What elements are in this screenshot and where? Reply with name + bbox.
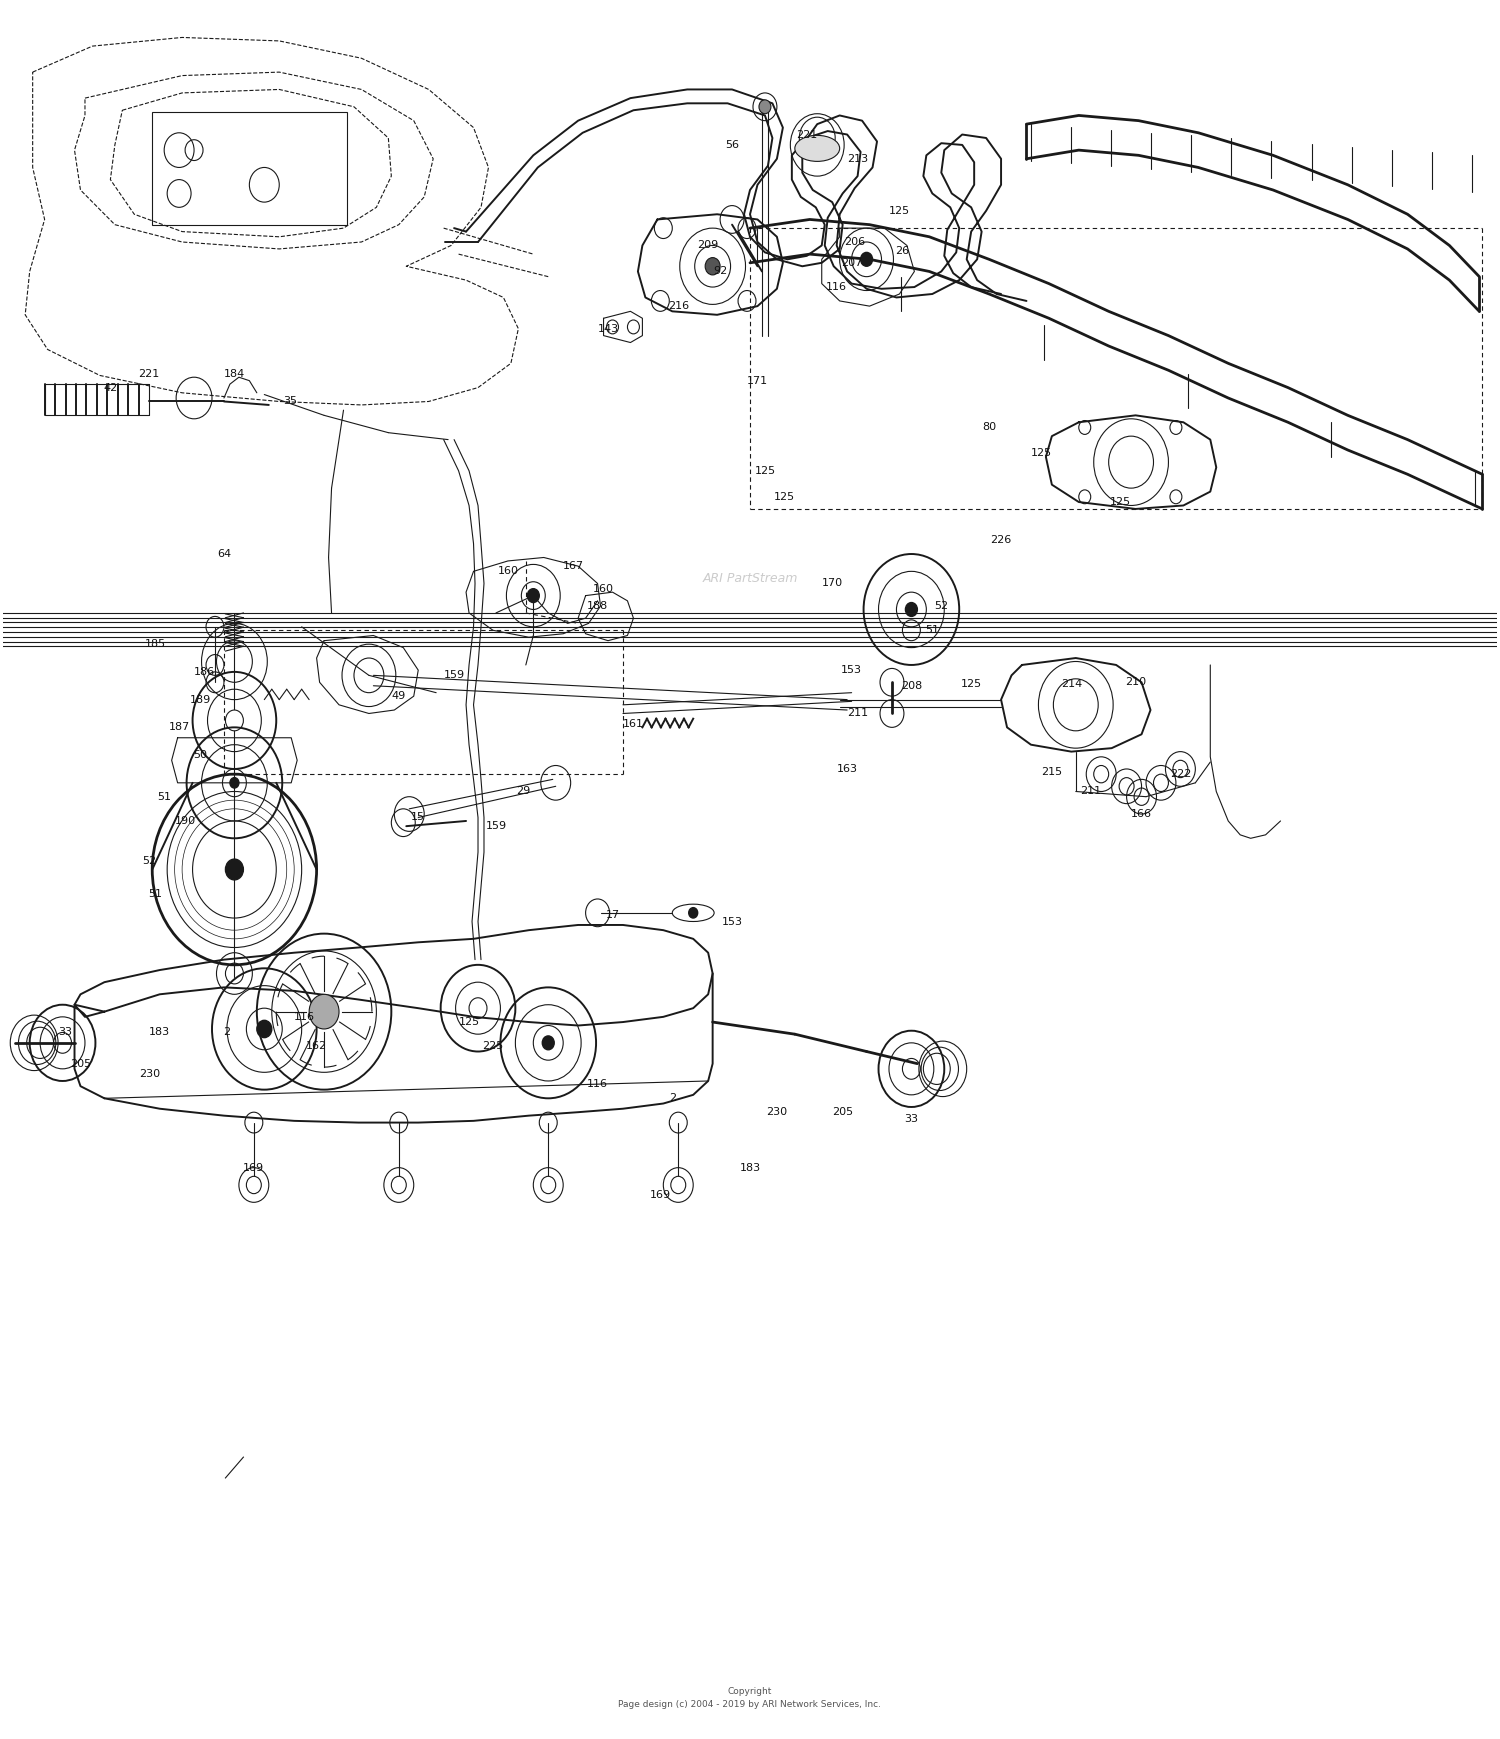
Text: 221: 221 xyxy=(796,129,818,139)
Text: 205: 205 xyxy=(70,1059,92,1069)
Text: 2: 2 xyxy=(669,1094,676,1103)
Text: 169: 169 xyxy=(650,1191,670,1200)
Text: 125: 125 xyxy=(754,466,776,476)
Text: 51: 51 xyxy=(148,889,162,899)
Text: 160: 160 xyxy=(592,584,613,593)
Text: 213: 213 xyxy=(847,153,868,163)
Text: 35: 35 xyxy=(282,396,297,407)
Text: 42: 42 xyxy=(104,383,117,393)
Circle shape xyxy=(542,1176,555,1193)
Text: 17: 17 xyxy=(606,909,619,920)
Text: 159: 159 xyxy=(444,670,465,680)
Text: 116: 116 xyxy=(827,282,848,292)
Text: 209: 209 xyxy=(698,240,718,250)
Ellipse shape xyxy=(795,136,840,162)
Text: 50: 50 xyxy=(194,750,207,760)
Text: 171: 171 xyxy=(747,376,768,386)
Circle shape xyxy=(230,777,238,788)
Text: 208: 208 xyxy=(902,680,922,690)
Text: 211: 211 xyxy=(847,708,868,718)
Text: 230: 230 xyxy=(766,1108,788,1116)
Text: 125: 125 xyxy=(1030,449,1051,459)
Circle shape xyxy=(246,1176,261,1193)
Text: 214: 214 xyxy=(1060,678,1082,689)
Text: 51: 51 xyxy=(926,626,939,635)
Circle shape xyxy=(528,590,540,602)
Text: ARI PartStream: ARI PartStream xyxy=(702,572,798,584)
Text: 56: 56 xyxy=(724,139,740,150)
Text: 161: 161 xyxy=(622,718,644,729)
Circle shape xyxy=(392,1176,406,1193)
Text: 2: 2 xyxy=(224,1028,231,1038)
Text: 187: 187 xyxy=(168,722,189,732)
Text: 166: 166 xyxy=(1131,809,1152,819)
Circle shape xyxy=(705,257,720,275)
Text: 230: 230 xyxy=(138,1069,160,1078)
Text: 52: 52 xyxy=(142,856,156,866)
Text: 116: 116 xyxy=(586,1080,608,1089)
Text: 183: 183 xyxy=(148,1028,171,1038)
Circle shape xyxy=(225,859,243,880)
Text: 183: 183 xyxy=(740,1163,760,1172)
Text: 188: 188 xyxy=(586,602,608,610)
Text: 15: 15 xyxy=(411,812,424,823)
Circle shape xyxy=(256,1021,272,1038)
Text: 190: 190 xyxy=(174,816,195,826)
Circle shape xyxy=(309,995,339,1029)
Text: 125: 125 xyxy=(774,492,795,503)
Text: 167: 167 xyxy=(562,562,584,570)
Text: 92: 92 xyxy=(712,266,728,277)
Text: 125: 125 xyxy=(1110,497,1131,508)
Text: Copyright
Page design (c) 2004 - 2019 by ARI Network Services, Inc.: Copyright Page design (c) 2004 - 2019 by… xyxy=(618,1687,882,1709)
Circle shape xyxy=(906,602,918,616)
Text: 221: 221 xyxy=(138,369,160,379)
Text: 169: 169 xyxy=(243,1163,264,1172)
Circle shape xyxy=(543,1036,554,1050)
Text: 185: 185 xyxy=(144,640,166,649)
Circle shape xyxy=(688,908,698,918)
Text: 125: 125 xyxy=(459,1017,480,1028)
Text: 33: 33 xyxy=(904,1115,918,1123)
Text: 116: 116 xyxy=(294,1012,315,1023)
Text: 64: 64 xyxy=(217,550,231,558)
Text: 215: 215 xyxy=(1041,767,1062,777)
Text: 162: 162 xyxy=(306,1042,327,1052)
Text: 170: 170 xyxy=(822,579,843,588)
Circle shape xyxy=(225,710,243,730)
Text: 189: 189 xyxy=(189,694,210,704)
Text: 143: 143 xyxy=(597,323,618,334)
Text: 33: 33 xyxy=(58,1028,72,1038)
Text: 153: 153 xyxy=(722,916,742,927)
Text: 160: 160 xyxy=(498,567,519,576)
Text: 125: 125 xyxy=(890,205,910,216)
Text: 51: 51 xyxy=(158,791,171,802)
Text: 80: 80 xyxy=(982,423,996,433)
Text: 163: 163 xyxy=(837,763,858,774)
Text: 186: 186 xyxy=(194,666,214,676)
Text: 226: 226 xyxy=(990,536,1011,544)
Circle shape xyxy=(670,1176,686,1193)
Text: 159: 159 xyxy=(486,821,507,831)
Text: 210: 210 xyxy=(1125,676,1146,687)
Circle shape xyxy=(759,99,771,113)
Text: 206: 206 xyxy=(844,237,865,247)
Text: 216: 216 xyxy=(668,301,688,311)
Text: 29: 29 xyxy=(516,786,530,796)
Text: 205: 205 xyxy=(833,1108,854,1116)
Text: 125: 125 xyxy=(960,678,981,689)
Text: 225: 225 xyxy=(483,1042,504,1052)
Text: 207: 207 xyxy=(842,257,862,268)
Text: 222: 222 xyxy=(1170,769,1191,779)
Text: 26: 26 xyxy=(896,245,909,256)
Bar xyxy=(152,111,346,224)
Text: 52: 52 xyxy=(934,602,948,610)
Text: 153: 153 xyxy=(842,664,862,675)
Circle shape xyxy=(861,252,873,266)
Text: 184: 184 xyxy=(224,369,245,379)
Text: 49: 49 xyxy=(392,690,406,701)
Text: 211: 211 xyxy=(1080,786,1101,796)
